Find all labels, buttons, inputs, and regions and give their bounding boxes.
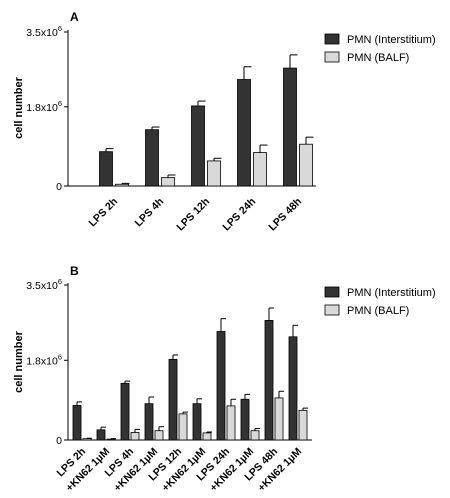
x-tick-label: LPS 12h: [174, 196, 212, 234]
bar: [191, 105, 205, 187]
legend-label: PMN (Interstitium): [347, 34, 436, 46]
bar: [250, 430, 260, 441]
y-tick-label: 3.5x106: [26, 24, 62, 39]
bar: [240, 398, 250, 441]
bar: [130, 432, 140, 441]
x-tick-label: LPS 48h: [266, 196, 304, 234]
x-tick-label: LPS 2h: [86, 196, 120, 230]
bar: [82, 438, 92, 441]
bar: [274, 397, 284, 441]
bar: [99, 151, 113, 187]
panel-label: B: [70, 264, 79, 278]
y-tick-label: 0: [56, 435, 62, 447]
bar: [178, 413, 188, 441]
legend-label: PMN (Interstitium): [347, 287, 436, 299]
x-tick-label: LPS 24h: [220, 196, 258, 234]
legend-swatch: [324, 51, 340, 63]
x-tick-label: LPS 4h: [132, 196, 166, 230]
legend-label: PMN (BALF): [347, 52, 409, 64]
bar: [264, 320, 274, 441]
bar: [106, 438, 116, 441]
bar: [207, 160, 221, 187]
bar: [145, 129, 159, 187]
bar: [299, 143, 313, 187]
bar: [226, 405, 236, 441]
y-axis-title: cell number: [13, 330, 25, 392]
y-tick-label: 1.8x106: [26, 352, 62, 367]
panel-label: A: [70, 10, 79, 24]
legend-swatch: [324, 286, 340, 298]
legend-swatch: [324, 304, 340, 316]
bar: [72, 405, 82, 441]
y-tick-label: 1.8x106: [26, 99, 62, 114]
bar: [144, 403, 154, 441]
y-tick-label: 3.5x106: [26, 277, 62, 292]
bar: [288, 336, 298, 441]
legend-label: PMN (BALF): [347, 305, 409, 317]
bar: [96, 429, 106, 441]
bar: [253, 152, 267, 187]
bar: [283, 67, 297, 187]
bar: [216, 331, 226, 441]
bar: [154, 430, 164, 441]
bar: [192, 403, 202, 441]
legend-swatch: [324, 33, 340, 45]
bar: [168, 358, 178, 441]
bar: [161, 177, 175, 187]
bar: [298, 409, 308, 441]
bar: [115, 183, 129, 187]
bar: [237, 79, 251, 187]
bar: [202, 432, 212, 441]
bar: [120, 382, 130, 441]
y-axis-title: cell number: [13, 76, 25, 138]
y-tick-label: 0: [56, 181, 62, 193]
